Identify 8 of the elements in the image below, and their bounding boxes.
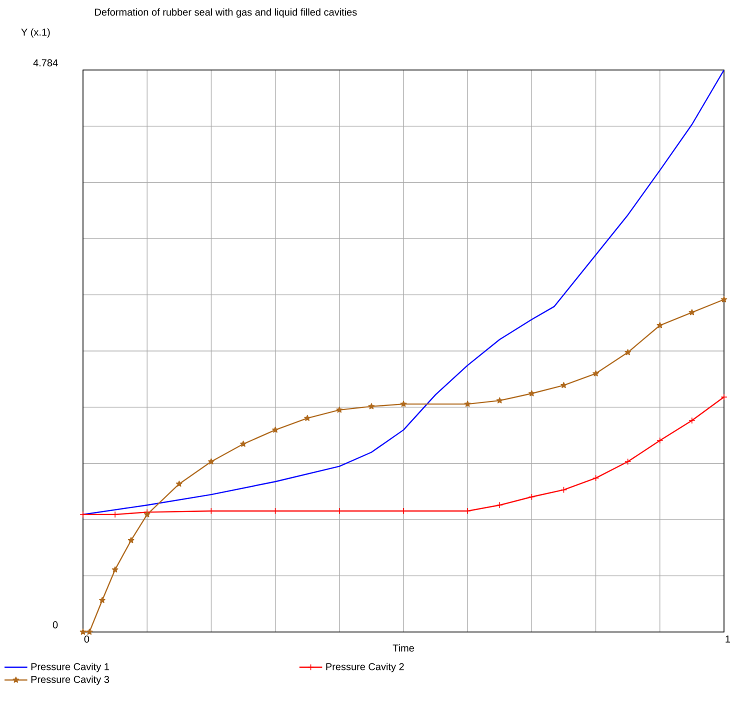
x-axis-title: Time <box>392 644 414 652</box>
y-axis-title: Y (x.1) <box>21 28 50 38</box>
y-tick-label: 4.784 <box>33 59 58 66</box>
legend-label: Pressure Cavity 1 <box>31 662 109 672</box>
legend-label: Pressure Cavity 2 <box>326 662 404 672</box>
x-tick-label: 1 <box>726 636 730 642</box>
legend-label: Pressure Cavity 3 <box>31 676 110 685</box>
chart-title: Deformation of rubber seal with gas and liquid filled cavities <box>95 8 357 18</box>
